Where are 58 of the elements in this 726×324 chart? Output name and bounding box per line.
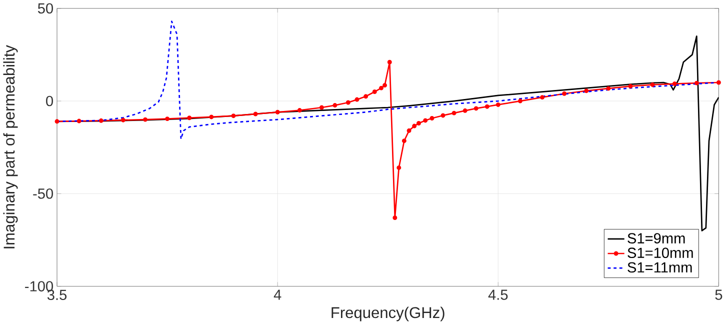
point [346,100,350,105]
point [406,128,412,133]
point [165,116,170,121]
point [628,84,633,88]
point [354,97,360,102]
point [416,120,421,126]
point [297,108,302,112]
point [518,98,522,104]
point [392,215,398,220]
x-axis-title: Frequency(GHz) [332,306,444,321]
point [382,82,388,88]
point [396,165,402,170]
point [387,60,392,64]
point [402,138,406,143]
point [54,118,60,124]
point [540,94,544,100]
point [209,114,214,119]
point [412,124,417,128]
point [275,110,280,114]
x-tick-label: 4 [274,290,282,300]
point [672,81,677,86]
point [120,118,126,122]
legend-label: S1=10mm [628,247,693,258]
point [372,89,377,94]
y-axis-title: Imaginary part of permeability [3,44,18,248]
point [253,112,258,116]
point [76,118,82,124]
y-tick-label: 0 [46,96,53,106]
point [98,118,104,123]
point [484,104,490,109]
point [187,115,192,120]
point [430,116,434,120]
point [452,110,456,116]
legend-label: S1=11mm [628,262,692,272]
point [716,80,721,85]
point [650,82,655,87]
point [143,117,148,122]
point [319,105,324,110]
x-tick-label: 4.5 [488,290,508,300]
point [562,91,567,96]
y-tick-label: 50 [38,3,53,14]
y-tick-label: -100 [25,280,53,292]
x-tick-label: 3.5 [47,289,67,300]
point [496,102,500,107]
point [584,88,589,93]
point [606,86,611,90]
y-tick-label: -50 [33,188,53,199]
point [379,86,384,90]
point [694,80,699,86]
legend-label: S1=9mm [628,232,685,244]
point [231,113,236,118]
x-tick-label: 5 [715,290,722,300]
point [440,113,446,118]
point [364,94,368,98]
point [474,106,478,110]
point [332,102,338,108]
point [462,108,468,113]
point [423,118,428,122]
